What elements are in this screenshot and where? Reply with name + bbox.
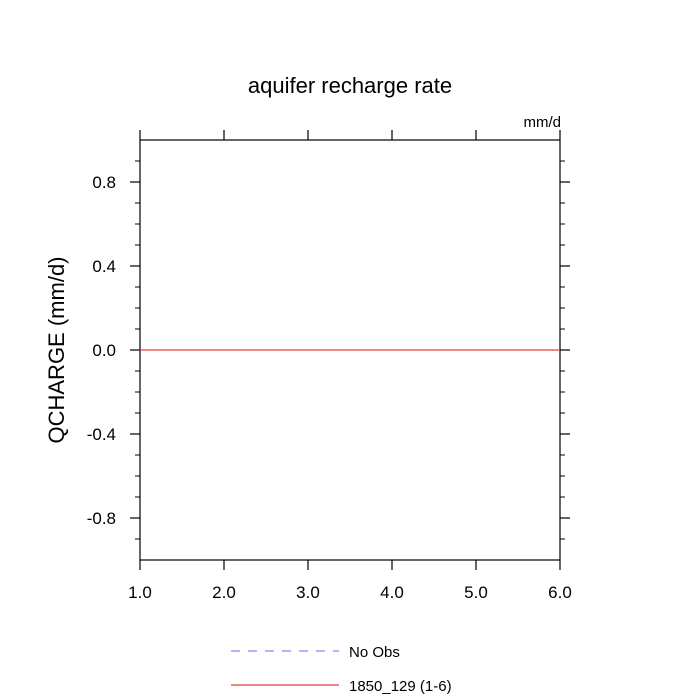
x-tick-label: 1.0	[128, 583, 152, 602]
y-tick-label: 0.0	[92, 341, 116, 360]
x-tick-label: 2.0	[212, 583, 236, 602]
axes: 1.0 2.0 3.0 4.0 5.0 6.0 0.8 0.4 0.0 -0.4 -0.8	[87, 130, 572, 602]
legend: No Obs 1850_129 (1-6)	[231, 644, 452, 695]
x-tick-label: 3.0	[296, 583, 320, 602]
legend-label: No Obs	[349, 644, 400, 661]
legend-label: 1850_129 (1-6)	[349, 678, 452, 695]
y-tick-label: 0.4	[92, 257, 116, 276]
y-tick-label: -0.8	[87, 509, 116, 528]
units-label: mm/d	[524, 114, 562, 131]
x-tick-label: 4.0	[380, 583, 404, 602]
x-tick-label: 6.0	[548, 583, 572, 602]
y-tick-label: -0.4	[87, 425, 116, 444]
x-tick-label: 5.0	[464, 583, 488, 602]
chart-title: aquifer recharge rate	[248, 73, 452, 98]
y-tick-label: 0.8	[92, 173, 116, 192]
y-axis-label: QCHARGE (mm/d)	[44, 257, 69, 444]
